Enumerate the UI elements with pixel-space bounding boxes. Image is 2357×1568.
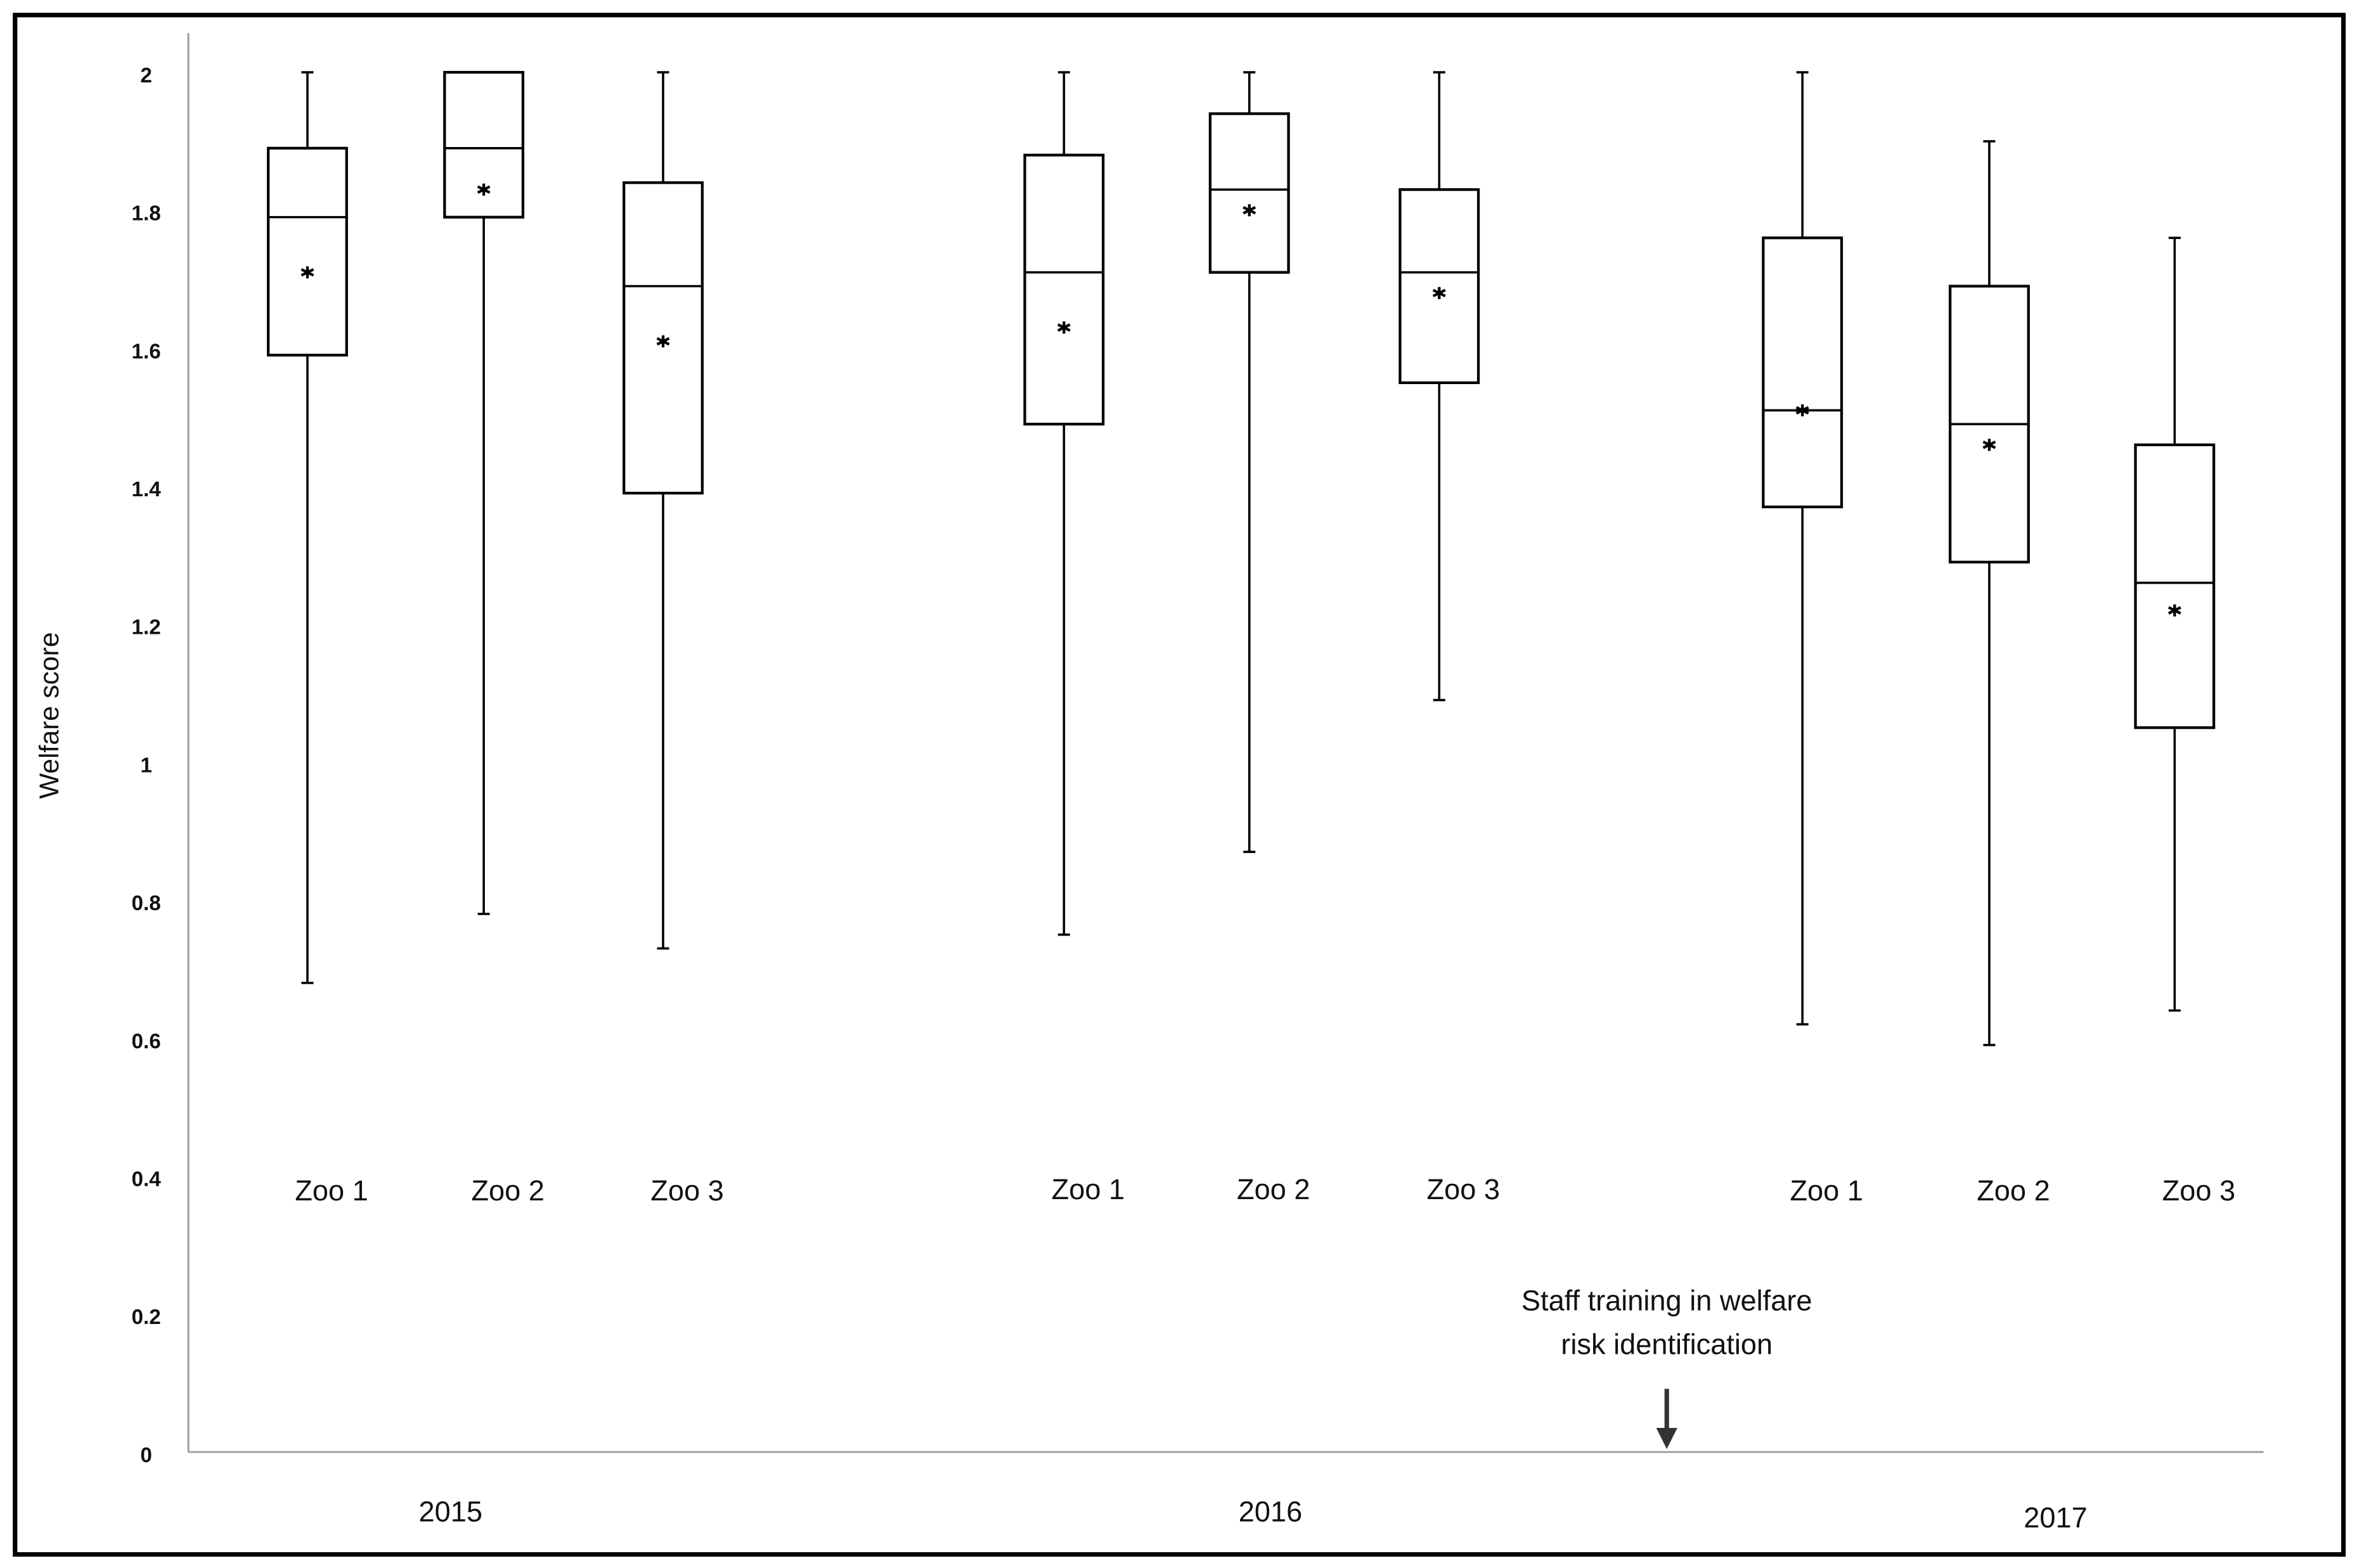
x-tick-label: Zoo 3 — [1427, 1173, 1501, 1205]
y-tick-label: 0.2 — [131, 1306, 160, 1329]
mean-marker — [300, 266, 314, 279]
y-tick-label: 0.8 — [131, 892, 160, 915]
group-label: 2015 — [419, 1495, 482, 1527]
x-tick-label: Zoo 2 — [471, 1174, 545, 1207]
x-tick-label: Zoo 2 — [1237, 1173, 1310, 1205]
x-tick-label: Zoo 3 — [2162, 1174, 2236, 1207]
frame — [13, 13, 2346, 1557]
x-tick-label: Zoo 1 — [1052, 1173, 1125, 1205]
x-tick-label: Zoo 1 — [295, 1174, 368, 1207]
box — [2134, 443, 2216, 729]
y-tick-label: 1.2 — [131, 616, 160, 639]
group-label: 2017 — [2024, 1501, 2087, 1534]
mean-marker — [1432, 286, 1446, 299]
mean-marker — [1795, 404, 1809, 416]
x-tick-label: Zoo 3 — [650, 1174, 724, 1207]
y-tick-label: 0.6 — [131, 1030, 160, 1053]
y-tick-label: 2 — [140, 64, 152, 87]
mean-marker — [656, 335, 670, 348]
y-tick-label: 0.4 — [131, 1168, 161, 1192]
y-tick-label: 1.6 — [131, 340, 160, 363]
y-tick-label: 1.4 — [131, 478, 161, 501]
mean-marker — [1243, 204, 1256, 217]
x-tick-label: Zoo 2 — [1977, 1174, 2050, 1207]
mean-marker — [1982, 439, 1996, 451]
y-tick-label: 0 — [140, 1444, 152, 1467]
box — [267, 146, 348, 357]
annotation: Staff training in welfare — [1521, 1285, 1812, 1317]
box — [1208, 112, 1290, 274]
box — [1762, 236, 1844, 508]
group-label: 2016 — [1239, 1495, 1302, 1527]
annotation-arrowhead — [1656, 1427, 1677, 1449]
box — [1023, 153, 1105, 426]
annotation: risk identification — [1561, 1328, 1773, 1361]
x-tick-label: Zoo 1 — [1790, 1174, 1863, 1207]
mean-marker — [477, 183, 491, 196]
y-axis-label: Welfare score — [34, 632, 65, 799]
mean-marker — [1057, 321, 1071, 334]
box — [1398, 188, 1480, 385]
y-tick-label: 1.8 — [131, 202, 160, 226]
mean-marker — [2167, 604, 2181, 617]
y-tick-label: 1 — [140, 754, 152, 777]
